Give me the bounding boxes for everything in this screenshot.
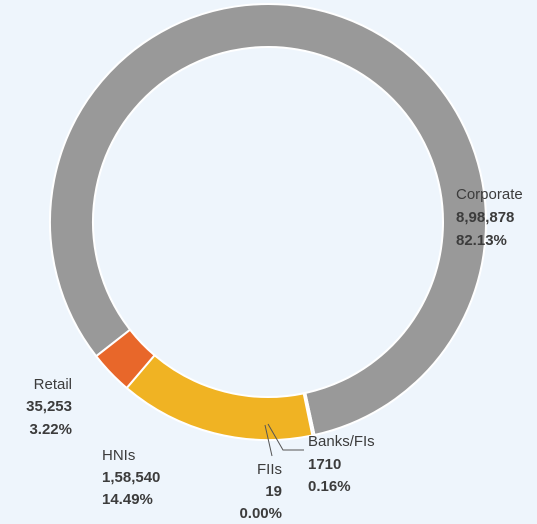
slice-percent: 14.49% (102, 491, 153, 508)
slice-value: 35,253 (26, 398, 72, 415)
slice-value: 1,58,540 (102, 469, 160, 486)
slice-percent: 3.22% (29, 421, 72, 438)
slice-label: Retail (34, 376, 72, 393)
slice-label: Banks/FIs (308, 433, 375, 450)
slice-value: 19 (265, 483, 282, 500)
slice-label: HNIs (102, 447, 135, 464)
slice-label: Corporate (456, 186, 523, 203)
leader-line (264, 424, 273, 457)
donut-segment (49, 3, 487, 437)
slice-value: 8,98,878 (456, 209, 514, 226)
slice-label: FIIs (257, 461, 282, 478)
slice-percent: 0.16% (308, 478, 351, 495)
slice-percent: 0.00% (239, 505, 282, 522)
slice-percent: 82.13% (456, 232, 507, 249)
slice-value: 1710 (308, 456, 341, 473)
leader-line (267, 423, 304, 451)
donut-segment (125, 353, 314, 441)
donut-segment (94, 328, 156, 390)
